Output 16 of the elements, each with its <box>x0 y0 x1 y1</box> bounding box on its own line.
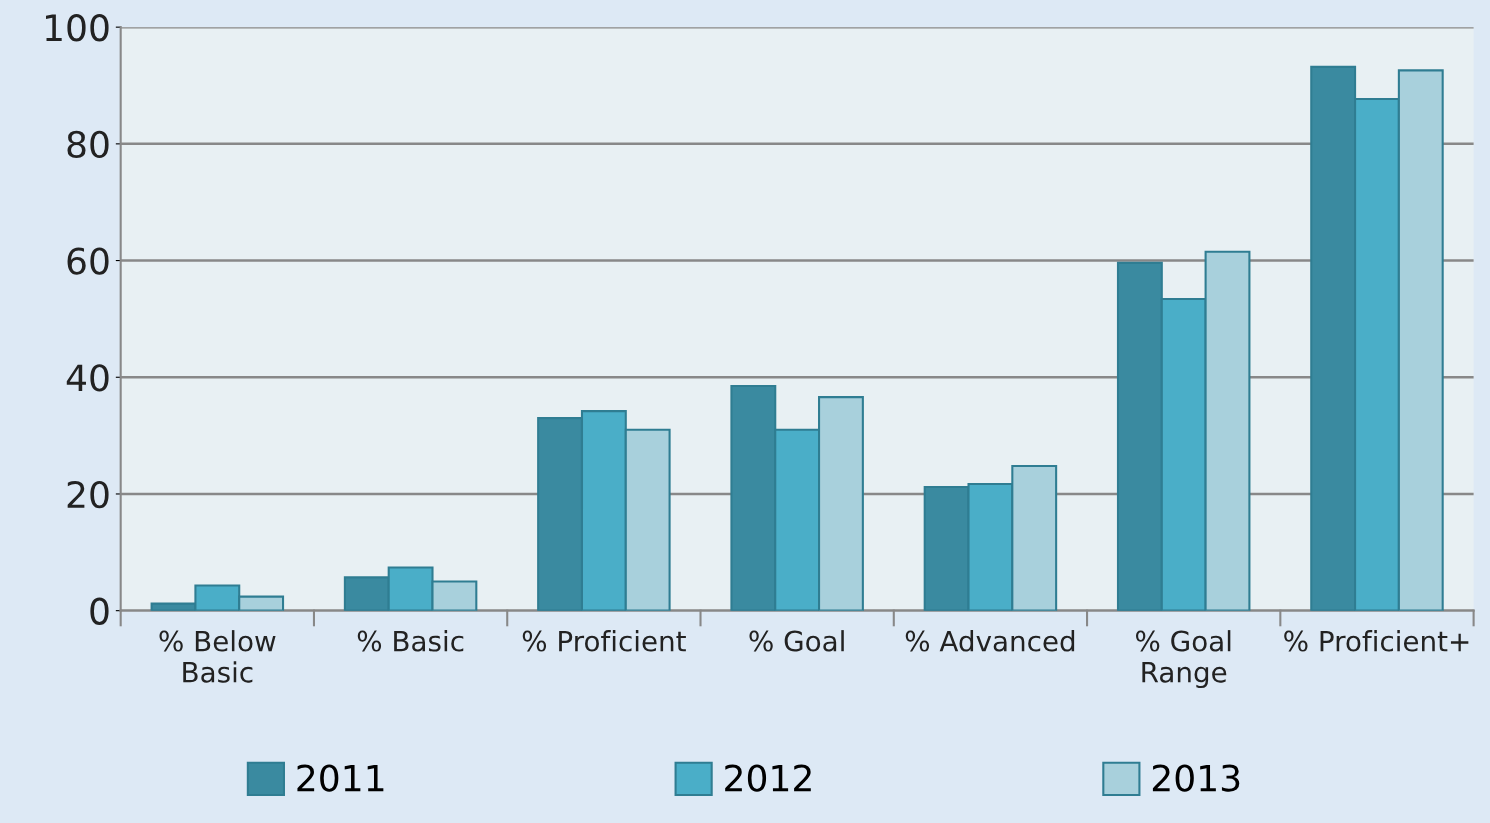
x-tick-label: % Proficient <box>522 630 686 652</box>
x-tick-label: % Basic <box>357 630 464 652</box>
legend-label: 2012 <box>725 764 811 792</box>
x-tick-label: % Goal <box>749 630 844 652</box>
y-tick-label: 40 <box>66 364 109 392</box>
x-tick-label: % Below Basic <box>159 630 276 683</box>
y-tick-label: 80 <box>67 130 109 159</box>
x-tick-label: % Proficient+ <box>1284 630 1469 652</box>
legend-label: 2011 <box>297 764 384 792</box>
y-tick-label: 60 <box>67 247 109 275</box>
x-tick-label: % Advanced <box>905 630 1075 652</box>
y-tick-label: 100 <box>46 14 109 42</box>
legend-label: 2013 <box>1152 764 1240 792</box>
y-tick-label: 0 <box>90 597 109 625</box>
y-tick-label: 20 <box>67 480 109 509</box>
x-tick-label: % Goal Range <box>1135 630 1231 689</box>
